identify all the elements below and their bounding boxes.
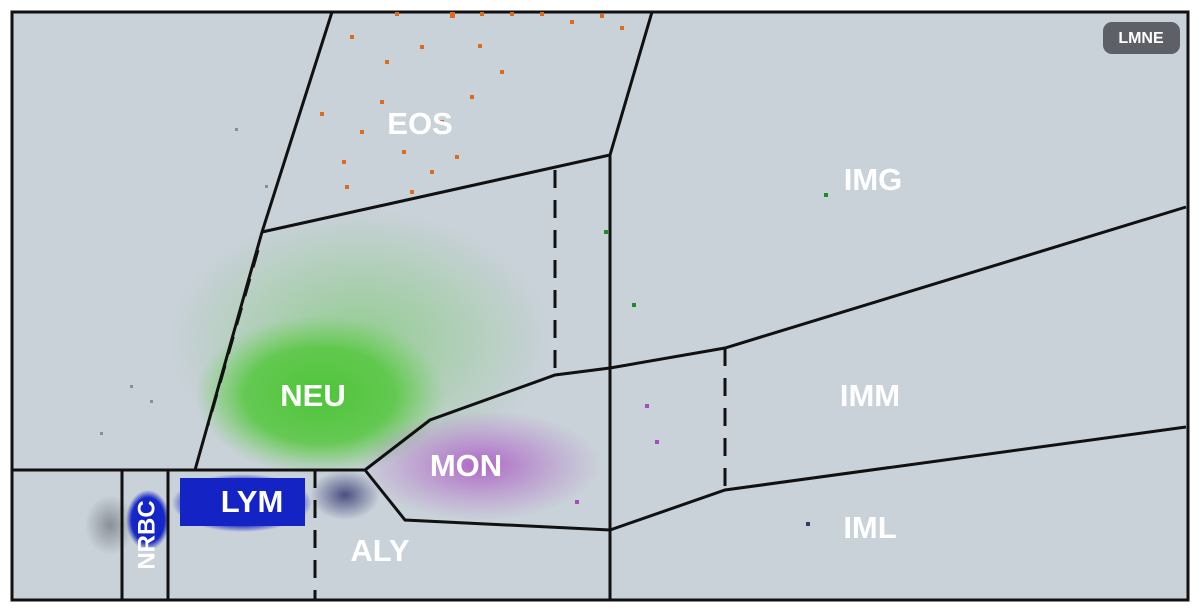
region-label: NEU [280,378,345,413]
region-boundaries [12,11,1187,600]
region-label: NRBC [133,500,160,569]
region-label: EOS [387,106,452,141]
badge-bg [1103,22,1180,54]
region-label: MON [430,448,502,483]
region-label: ALY [350,533,409,568]
region-label: LYM [221,484,284,519]
region-label: IMM [840,378,900,413]
region-label: IML [843,510,896,545]
badge: LMNE [1118,30,1164,47]
region-label: IMG [844,162,903,197]
